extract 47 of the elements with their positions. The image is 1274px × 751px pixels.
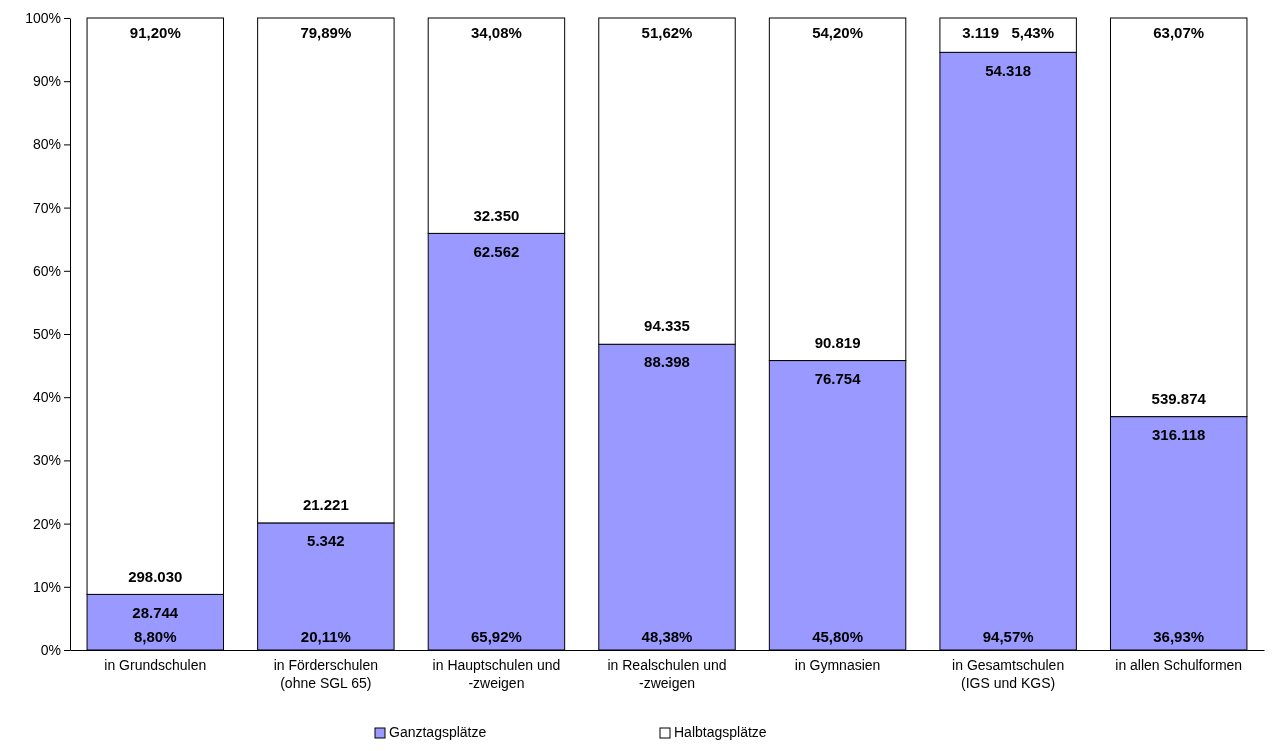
data-label: 79,89% (300, 24, 352, 41)
data-label: 51,62% (641, 24, 693, 41)
y-tick-label: 30% (32, 452, 61, 469)
data-label: 36,93% (1153, 628, 1205, 645)
y-tick-label: 50% (32, 325, 61, 342)
x-tick-label: in allen Schulformen (1115, 657, 1243, 673)
legend-label: Ganztagsplätze (389, 724, 487, 740)
y-tick-label: 40% (32, 389, 61, 406)
y-tick-label: 10% (32, 578, 61, 595)
y-tick-label: 60% (32, 262, 61, 279)
data-label: 48,38% (641, 628, 693, 645)
x-tick-label: in Grundschulen (104, 657, 207, 673)
y-tick-label: 100% (25, 9, 61, 26)
data-label: 20,11% (300, 628, 351, 645)
data-label: 65,92% (470, 628, 522, 645)
annotation: 88.398 (644, 353, 690, 371)
data-label: 8,80% (134, 628, 177, 645)
x-tick-label: in Realschulen und -zweigen (607, 657, 727, 691)
annotation: 316.118 (1152, 425, 1206, 443)
data-label: 45,80% (812, 628, 864, 645)
annotation: 54.318 (985, 61, 1032, 79)
data-label: 63,07% (1153, 24, 1205, 41)
data-label: 54,20% (812, 24, 864, 41)
x-tick-label: in Gymnasien (794, 657, 881, 673)
annotation: 90.819 (814, 333, 861, 351)
legend-label: Halbtagsplätze (674, 724, 767, 740)
annotation: 539.874 (1151, 389, 1207, 407)
annotation: 94.335 (644, 317, 690, 335)
y-tick-label: 90% (32, 73, 61, 90)
x-tick-label: in Hauptschulen und -zweigen (432, 657, 561, 691)
y-tick-label: 80% (32, 136, 61, 153)
annotation: 21.221 (302, 496, 349, 514)
data-label: 91,20% (129, 24, 181, 41)
annotation: 28.744 (132, 603, 179, 621)
data-label: 34,08% (470, 24, 522, 41)
annotation: 298.030 (128, 567, 183, 585)
y-tick-label: 70% (32, 199, 61, 216)
data-label: 3.119 5,43% (962, 24, 1055, 41)
x-tick-label: in Gesamtschulen (IGS und KGS) (952, 657, 1065, 691)
annotation: 62.562 (473, 242, 520, 260)
data-label: 94,57% (982, 628, 1034, 645)
x-tick-label: in Förderschulen (ohne SGL 65) (273, 657, 378, 691)
y-tick-label: 0% (40, 641, 61, 658)
annotation: 76.754 (814, 369, 862, 387)
y-tick-label: 20% (32, 515, 61, 532)
annotation: 32.350 (473, 206, 520, 224)
annotation: 5.342 (307, 532, 345, 550)
